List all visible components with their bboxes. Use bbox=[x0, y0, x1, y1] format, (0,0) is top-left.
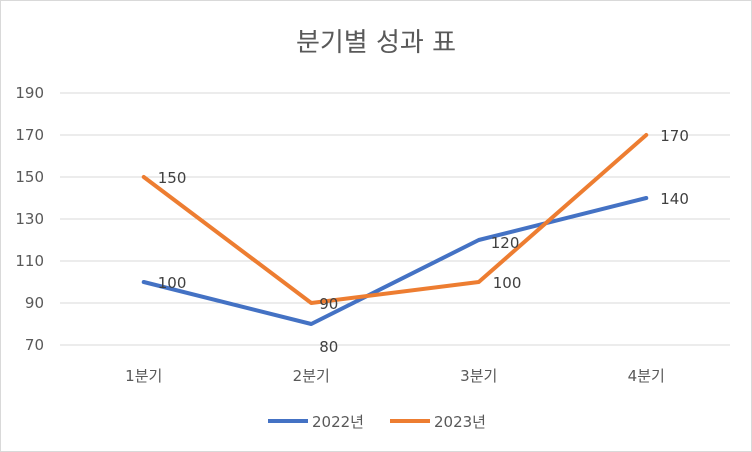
data-label: 100 bbox=[493, 274, 522, 292]
legend-label-2: 2023년 bbox=[434, 413, 486, 431]
gridlines bbox=[60, 92, 730, 346]
legend: 2022년 2023년 bbox=[268, 413, 486, 431]
data-label: 120 bbox=[491, 234, 520, 252]
data-label: 170 bbox=[660, 127, 689, 145]
series-line-1 bbox=[141, 196, 649, 326]
x-tick-label: 4분기 bbox=[628, 367, 665, 385]
y-tick-label: 150 bbox=[15, 168, 44, 186]
data-label: 140 bbox=[660, 190, 689, 208]
y-tick-label: 70 bbox=[25, 336, 44, 354]
legend-label-1: 2022년 bbox=[312, 413, 364, 431]
x-tick-label: 2분기 bbox=[293, 367, 330, 385]
y-tick-label: 190 bbox=[15, 84, 44, 102]
series-line-2 bbox=[141, 133, 649, 305]
y-axis-ticks: 70 90 110 130 150 170 190 bbox=[15, 84, 44, 354]
data-label: 80 bbox=[319, 338, 338, 356]
data-label: 90 bbox=[319, 295, 338, 313]
series-lines bbox=[141, 133, 649, 326]
chart-title: 분기별 성과 표 bbox=[295, 28, 457, 58]
y-tick-label: 90 bbox=[25, 294, 44, 312]
x-tick-label: 3분기 bbox=[460, 367, 497, 385]
x-tick-label: 1분기 bbox=[125, 367, 162, 385]
data-label: 150 bbox=[158, 169, 187, 187]
y-tick-label: 130 bbox=[15, 210, 44, 228]
data-label: 100 bbox=[158, 274, 187, 292]
y-tick-label: 170 bbox=[15, 126, 44, 144]
y-tick-label: 110 bbox=[15, 252, 44, 270]
data-labels: 100 80 120 140 150 90 100 170 bbox=[158, 127, 689, 356]
x-axis-ticks: 1분기 2분기 3분기 4분기 bbox=[125, 367, 665, 385]
